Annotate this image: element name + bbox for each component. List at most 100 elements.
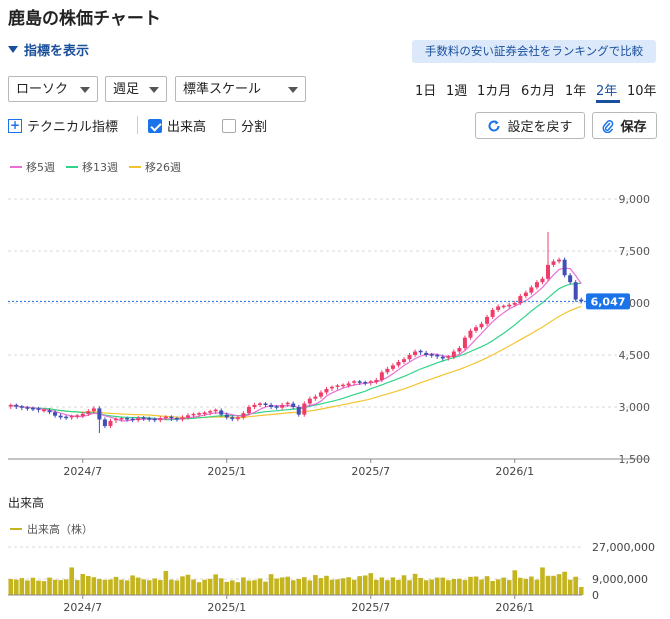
candle-body <box>102 419 107 427</box>
candle-body <box>14 404 19 407</box>
volume-bar <box>335 579 340 595</box>
candle-body <box>47 410 52 413</box>
candle-body <box>512 303 517 305</box>
y-tick-label: 4,500 <box>619 349 651 362</box>
volume-bar <box>506 580 512 595</box>
candle-body <box>546 264 550 279</box>
candle-body <box>8 404 13 407</box>
volume-bar <box>434 577 440 595</box>
candle-body <box>158 418 163 421</box>
volume-bar <box>91 577 97 595</box>
volume-bar <box>429 579 434 595</box>
period-1m[interactable]: 1カ月 <box>477 84 512 99</box>
candle-body <box>213 409 218 412</box>
candle-body <box>324 388 329 393</box>
period-6m[interactable]: 6カ月 <box>521 84 556 99</box>
candle-body <box>507 304 512 307</box>
candle-body <box>368 381 373 383</box>
candle-body <box>114 418 118 421</box>
volume-bar <box>119 579 124 595</box>
save-label: 保存 <box>620 120 647 135</box>
volume-chart[interactable]: 出来高（株） 27,000,000 9,000,000 0 2024/7 2025/1 20… <box>0 512 670 619</box>
volume-tick-label: 9,000,000 <box>592 573 648 586</box>
active-period-indicator <box>596 100 620 103</box>
volume-bar <box>440 577 446 595</box>
legend-ma13-label: 移13週 <box>82 161 118 174</box>
chart-type-select[interactable]: ローソク <box>8 76 98 102</box>
candle-body <box>241 413 246 418</box>
volume-x-tick-label: 2026/1 <box>495 601 534 614</box>
reset-settings-button[interactable]: 設定を戻す <box>475 112 585 139</box>
volume-bar <box>130 575 135 595</box>
volume-bar <box>74 580 80 595</box>
interval-select[interactable]: 週足 <box>105 76 167 102</box>
volume-bar <box>14 579 19 595</box>
volume-bar <box>368 573 374 595</box>
show-indicators-toggle[interactable]: 指標を表示 <box>8 40 89 59</box>
candle-body <box>402 359 406 362</box>
broker-ranking-banner[interactable]: 手数料の安い証券会社をランキングで比較 <box>412 40 656 63</box>
volume-bar <box>374 579 379 595</box>
volume-bar <box>58 580 63 595</box>
page-title: 鹿島の株価チャート <box>8 9 161 29</box>
candle-body <box>424 352 429 355</box>
candle-body <box>130 418 135 421</box>
candle-body <box>573 282 578 300</box>
scale-value: 標準スケール <box>183 82 262 97</box>
candle-body <box>263 403 268 405</box>
period-2y[interactable]: 2年 <box>596 84 618 99</box>
period-1y[interactable]: 1年 <box>565 84 587 99</box>
volume-bar <box>191 579 196 595</box>
candle-body <box>202 412 207 414</box>
volume-bar <box>523 578 529 595</box>
candle-body <box>451 351 456 358</box>
volume-bar <box>135 577 141 595</box>
volume-bar <box>97 579 102 595</box>
plus-box-icon: + <box>8 117 22 133</box>
period-1w[interactable]: 1週 <box>446 84 468 99</box>
volume-bar <box>484 576 490 595</box>
ma13-line <box>10 282 582 421</box>
candle-body <box>501 305 506 308</box>
x-tick-label: 2025/1 <box>207 465 246 478</box>
candle-body <box>97 408 102 420</box>
volume-checkbox[interactable]: 出来高 <box>148 116 206 135</box>
volume-bar <box>218 578 224 595</box>
candle-body <box>346 383 351 386</box>
x-tick-label: 2026/1 <box>495 465 534 478</box>
save-button[interactable]: 保存 <box>592 112 657 139</box>
volume-bar <box>479 579 484 595</box>
volume-bar <box>213 574 218 595</box>
candle-body <box>318 392 323 397</box>
candle-body <box>125 418 130 420</box>
volume-bar <box>396 579 401 595</box>
split-checkbox[interactable]: 分割 <box>222 116 267 135</box>
candle-body <box>529 287 534 293</box>
scale-select[interactable]: 標準スケール <box>175 76 306 102</box>
volume-section-title: 出来高 <box>8 496 45 510</box>
technical-indicator-button[interactable]: + テクニカル指標 <box>8 116 118 135</box>
candle-body <box>246 407 251 414</box>
volume-bar <box>124 580 130 595</box>
volume-bar <box>141 579 146 595</box>
volume-bar <box>578 587 584 595</box>
volume-bar <box>279 577 285 595</box>
volume-bar <box>86 575 91 595</box>
chevron-down-icon <box>80 87 90 93</box>
candle-body <box>307 398 312 404</box>
volume-bar <box>158 580 163 595</box>
period-1d[interactable]: 1日 <box>415 84 437 99</box>
period-10y[interactable]: 10年 <box>627 84 657 99</box>
volume-bar <box>296 579 302 595</box>
candle-body <box>341 384 346 387</box>
volume-bar <box>512 570 518 595</box>
volume-bar <box>518 577 523 595</box>
volume-bar <box>185 574 191 595</box>
volume-bar <box>457 578 462 595</box>
candle-body <box>330 386 334 389</box>
volume-bar <box>19 578 25 595</box>
volume-bar <box>412 573 418 595</box>
volume-bar <box>385 580 390 595</box>
candle-body <box>396 361 401 366</box>
